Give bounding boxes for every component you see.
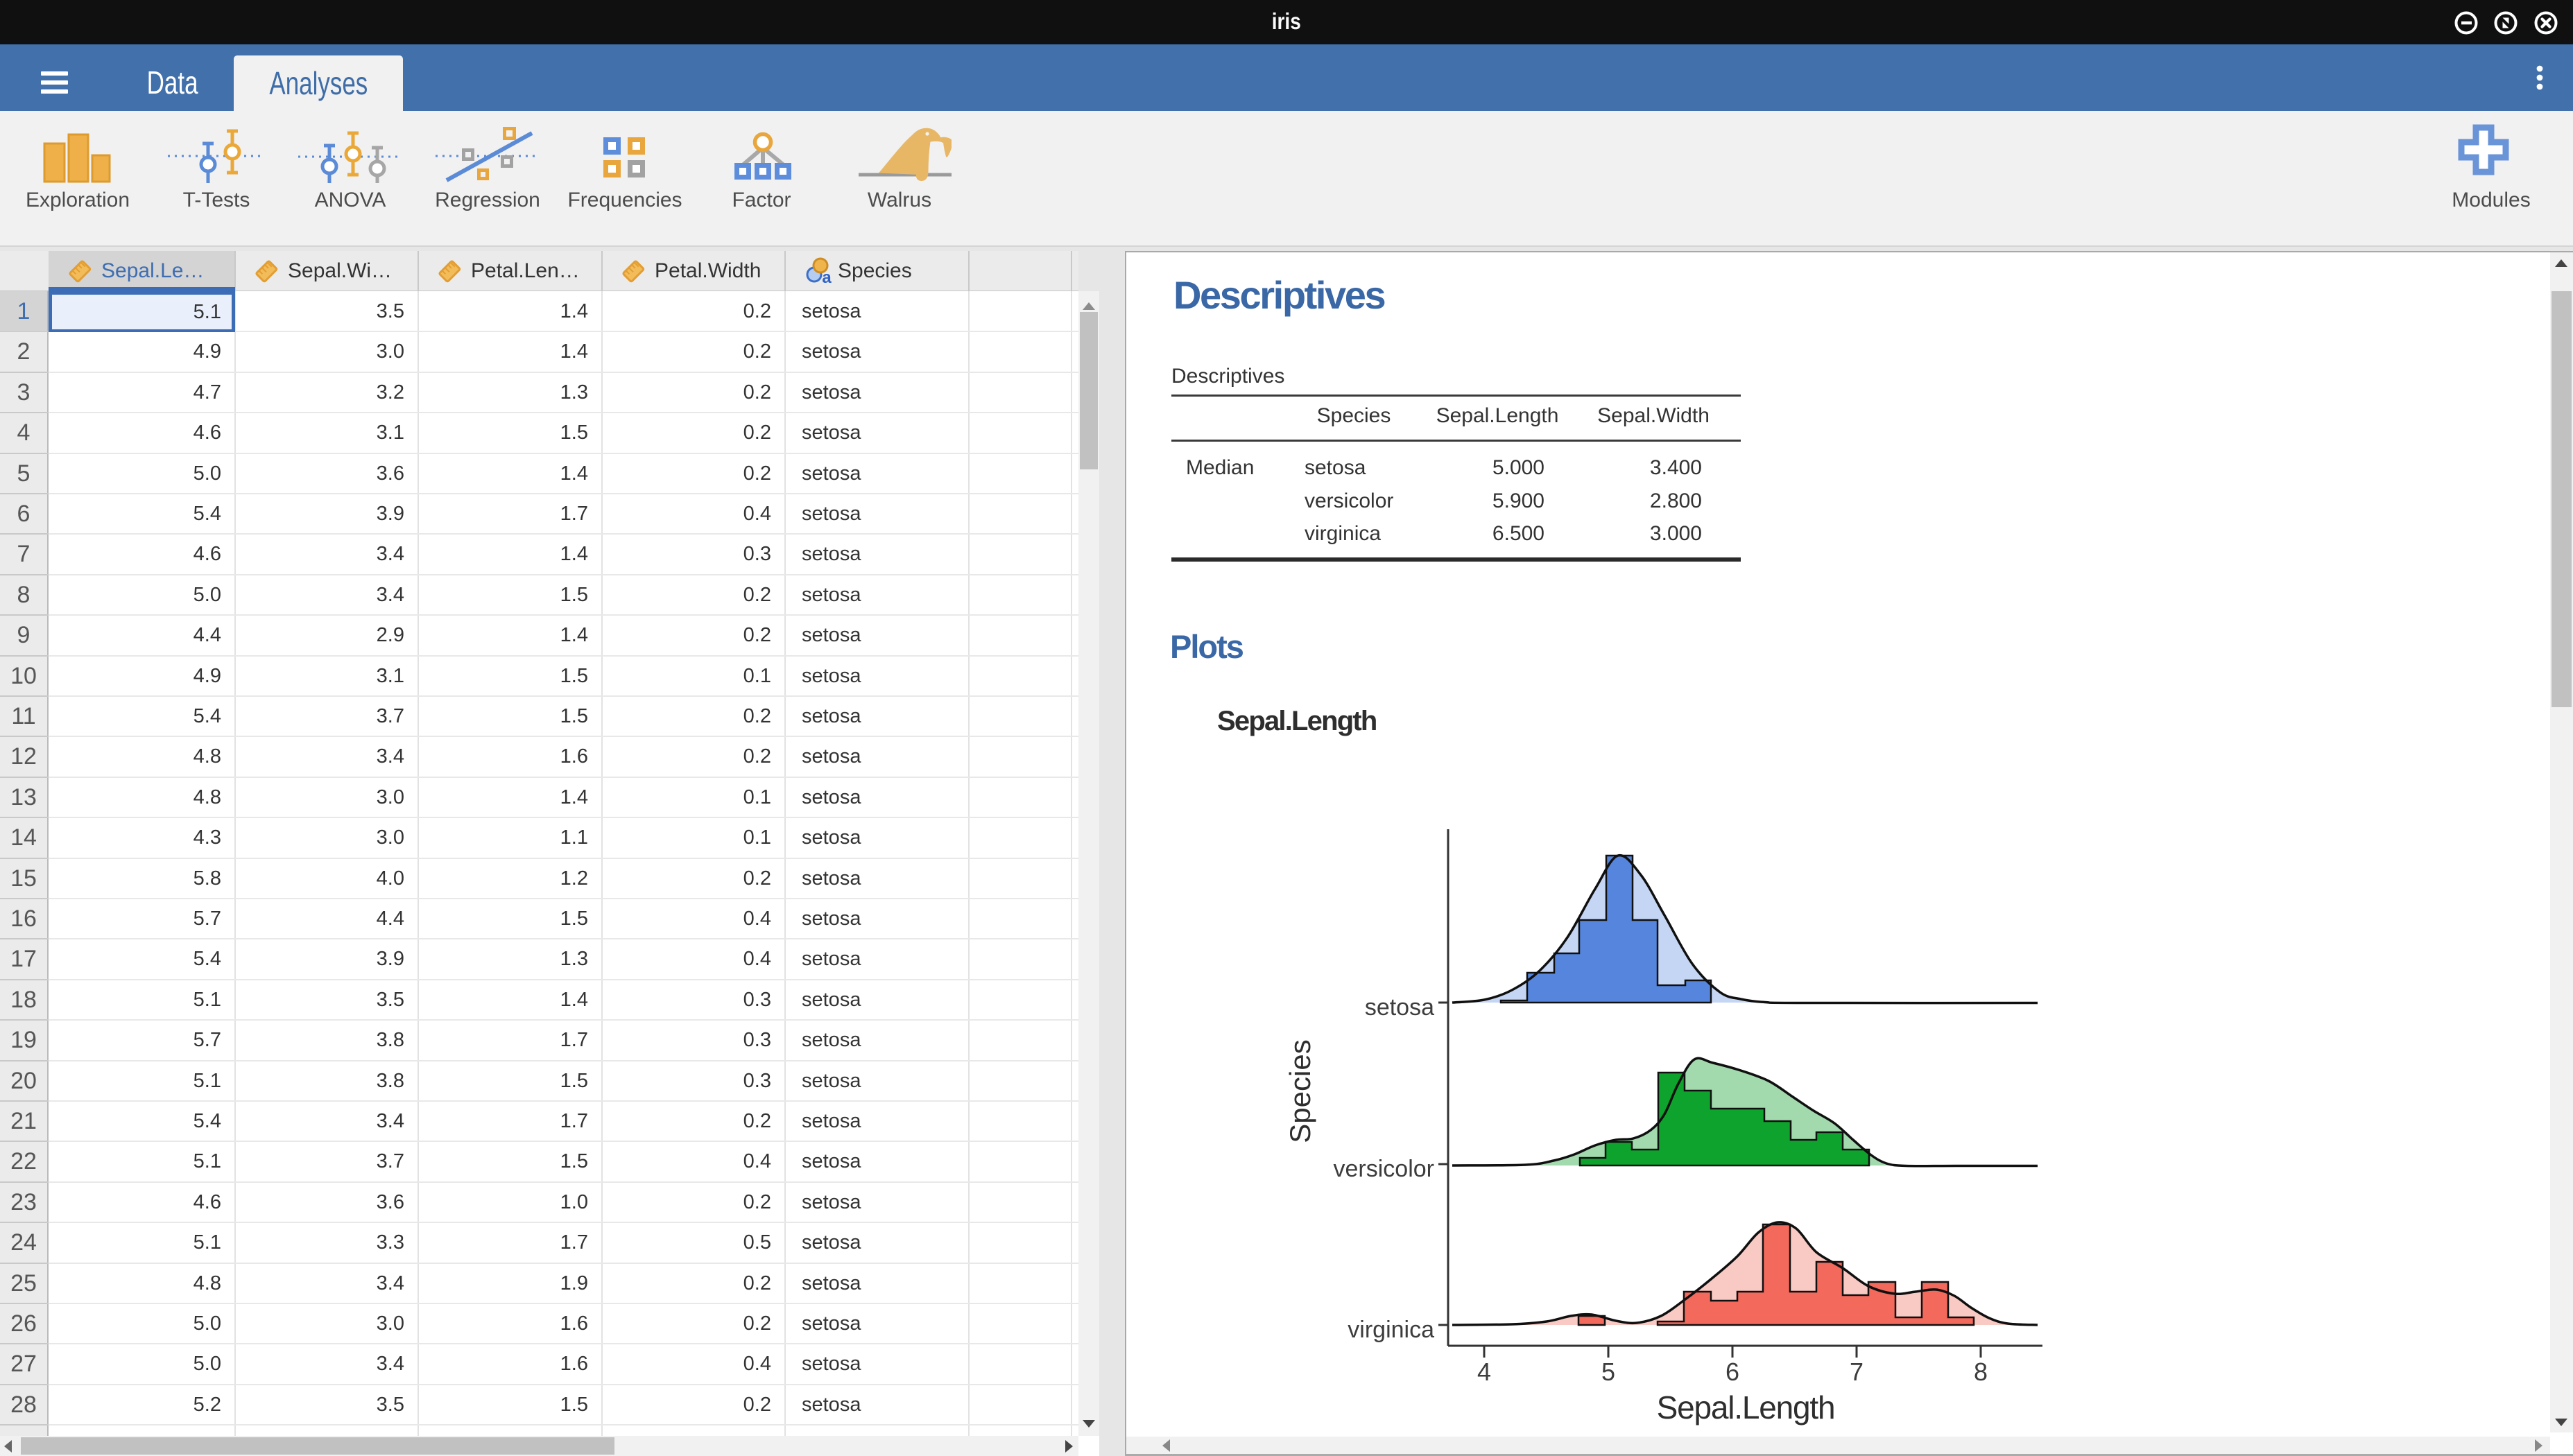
svg-text:7: 7 xyxy=(1850,1358,1864,1386)
svg-text:Species: Species xyxy=(1284,1039,1316,1143)
svg-text:6: 6 xyxy=(1726,1358,1739,1386)
svg-text:4: 4 xyxy=(1477,1358,1491,1386)
svg-text:virginica: virginica xyxy=(1348,1317,1434,1343)
svg-text:versicolor: versicolor xyxy=(1334,1156,1434,1182)
svg-text:5: 5 xyxy=(1601,1358,1615,1386)
svg-text:setosa: setosa xyxy=(1365,994,1434,1021)
svg-text:a: a xyxy=(822,268,832,287)
svg-text:Sepal.Length: Sepal.Length xyxy=(1657,1389,1835,1425)
svg-text:8: 8 xyxy=(1974,1358,1988,1386)
